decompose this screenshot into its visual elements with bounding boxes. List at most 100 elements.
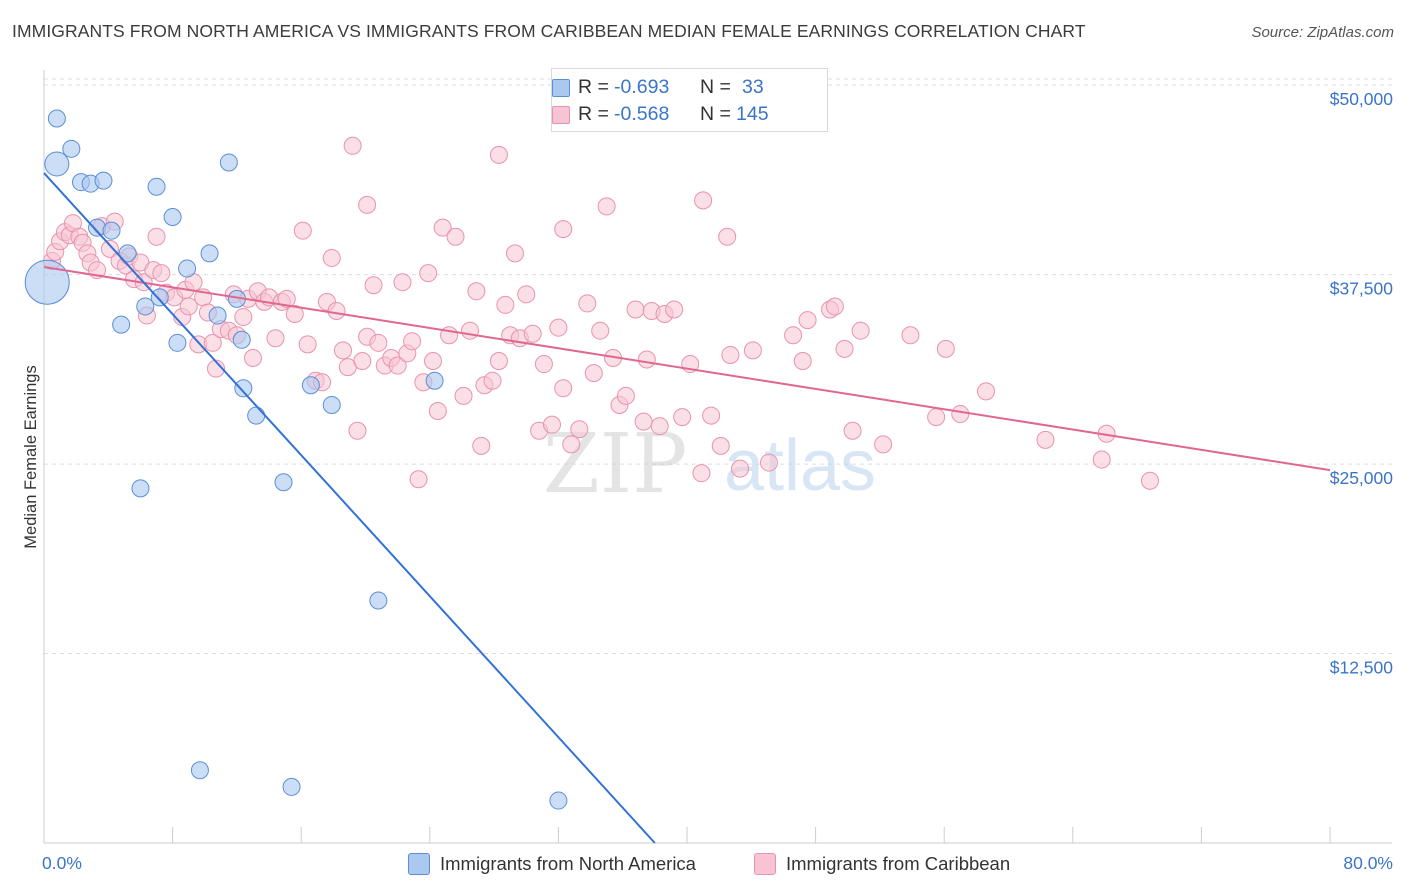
caribbean-point [298,335,317,354]
caribbean-point [243,348,262,367]
caribbean-point [483,371,502,390]
north-america-point [549,791,568,810]
caribbean-point [650,417,669,436]
caribbean-point [1092,450,1111,469]
caribbean-point [285,305,304,324]
caribbean-point [460,321,479,340]
caribbean-point [234,308,253,327]
y-tick-label: $25,000 [1330,468,1394,488]
legend-n-label: N = [700,75,731,98]
bottom-legend-swatch-pink [754,853,776,875]
north-america-point [168,333,187,352]
legend-swatch-pink [552,106,570,124]
caribbean-point [409,470,428,489]
y-tick-label: $50,000 [1330,89,1394,109]
caribbean-point [496,295,515,314]
caribbean-point [388,356,407,375]
caribbean-trend-line [43,266,1331,472]
caribbean-point [554,220,573,239]
chart-title: IMMIGRANTS FROM NORTH AMERICA VS IMMIGRA… [12,21,1086,41]
caribbean-point [702,406,721,425]
caribbean-point [489,145,508,164]
caribbean-point [152,264,171,283]
north-america-point [232,330,251,349]
caribbean-point [570,420,589,439]
legend-row-north-america: R = -0.693 N = 33 [552,75,764,99]
bottom-legend-label: Immigrants from Caribbean [786,853,1011,874]
north-america-point [163,208,182,227]
caribbean-point [277,289,296,308]
caribbean-point [403,332,422,351]
north-america-point [425,371,444,390]
caribbean-point [348,421,367,440]
source-credit: Source: ZipAtlas.com [1251,24,1394,41]
north-america-point [301,376,320,395]
north-america-point [150,288,169,307]
north-america-point [118,244,137,263]
legend-swatch-blue [552,79,570,97]
caribbean-point [428,402,447,421]
caribbean-point [293,221,312,240]
caribbean-point [446,227,465,246]
caribbean-point [597,197,616,216]
north-america-trend-line [43,172,656,844]
caribbean-point [454,386,473,405]
x-tick-label: 80.0% [1343,853,1393,873]
caribbean-point [584,364,603,383]
caribbean-point [901,326,920,345]
y-tick-label: $37,500 [1330,279,1394,299]
north-america-point [369,591,388,610]
caribbean-point [353,352,372,371]
caribbean-point [616,386,635,405]
caribbean-point [467,282,486,301]
bottom-legend-caribbean: Immigrants from Caribbean [754,852,1010,876]
north-america-point [102,221,121,240]
caribbean-point [523,324,542,343]
north-america-point [282,777,301,796]
north-america-point [47,109,66,128]
legend-r-value: -0.693 [614,75,670,98]
caribbean-point [534,355,553,374]
north-america-point [62,139,81,158]
bottom-legend-north-america: Immigrants from North America [408,852,696,876]
caribbean-point [322,248,341,267]
caribbean-point [825,297,844,316]
north-america-point [190,761,209,780]
legend-r-label: R = [578,75,609,98]
caribbean-point [542,415,561,434]
north-america-points [24,109,568,810]
caribbean-point [369,333,388,352]
north-america-point [219,153,238,172]
caribbean-point [743,341,762,360]
caribbean-point [358,195,377,214]
caribbean-point [364,276,383,295]
caribbean-point [266,329,285,348]
bottom-legend-swatch-blue [408,853,430,875]
caribbean-point [798,311,817,330]
axis-layer: $12,500 $25,000 $37,500 $50,000 0.0% 80.0% [42,70,1393,873]
caribbean-point [333,341,352,360]
caribbean-point [327,301,346,320]
legend-r-value: -0.568 [614,102,670,125]
caribbean-point [927,408,946,427]
caribbean-point [489,352,508,371]
caribbean-point [578,294,597,313]
legend-n-label: N = [700,102,731,125]
caribbean-point [874,435,893,454]
north-america-point [322,395,341,414]
caribbean-point [851,321,870,340]
caribbean-point [718,227,737,246]
caribbean-point [472,436,491,455]
y-tick-label: $12,500 [1330,658,1394,678]
caribbean-point [793,352,812,371]
caribbean-point [393,273,412,292]
north-america-point [274,473,293,492]
north-america-point [247,406,266,425]
correlation-legend: R = -0.693 N = 33 R = -0.568 N = 145 [551,68,828,132]
caribbean-point [424,352,443,371]
caribbean-point [637,350,656,369]
caribbean-point [692,464,711,483]
caribbean-point [721,345,740,364]
north-america-point [178,259,197,278]
grid-layer [44,78,1392,655]
